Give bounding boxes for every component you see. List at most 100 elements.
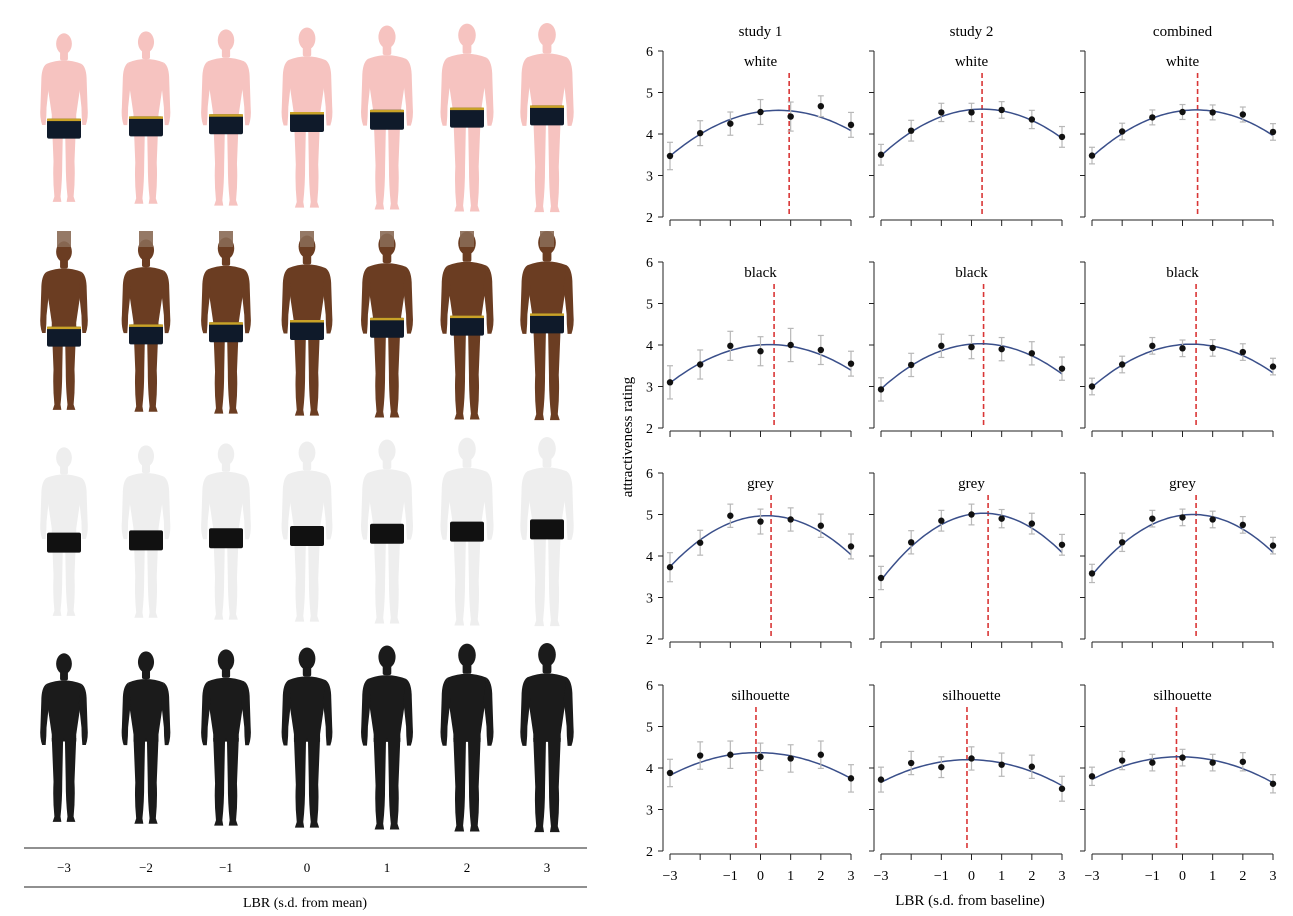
data-point bbox=[1058, 541, 1066, 548]
figure-lbr-axis: −3 −2 −1 0 1 2 3 LBR (s.d. from mean) bbox=[24, 847, 587, 911]
x-tick-label: 0 bbox=[1179, 869, 1186, 884]
underwear-5 bbox=[370, 109, 404, 130]
y-tick-label: 5 bbox=[646, 721, 653, 736]
body-figure-grey-1 bbox=[40, 447, 88, 616]
data-point bbox=[968, 109, 975, 116]
data-point bbox=[847, 121, 855, 129]
data-point bbox=[1239, 521, 1247, 529]
panel-label: silhouette bbox=[1153, 688, 1212, 704]
waistband-3 bbox=[209, 114, 243, 117]
underwear-4 bbox=[290, 112, 324, 132]
body-figure-white-7 bbox=[520, 22, 574, 213]
panel-label: silhouette bbox=[942, 688, 1001, 704]
waistband-6 bbox=[450, 107, 484, 111]
body-figure-black-4 bbox=[281, 231, 333, 416]
y-axis-title: attractiveness rating bbox=[620, 376, 636, 497]
lbr-level-label: −1 bbox=[219, 860, 233, 875]
lbr-level-label: 0 bbox=[304, 860, 311, 875]
figure-row-silhouette bbox=[40, 642, 574, 833]
data-point bbox=[727, 512, 734, 519]
data-point bbox=[757, 518, 764, 525]
panel-white-study-2: white bbox=[869, 50, 1066, 226]
underwear-5 bbox=[370, 523, 404, 544]
data-point bbox=[1149, 515, 1156, 522]
data-point bbox=[907, 361, 915, 369]
data-point bbox=[998, 345, 1005, 353]
body-figure-black-1 bbox=[40, 231, 88, 410]
data-point bbox=[1209, 516, 1216, 523]
data-point bbox=[696, 752, 704, 759]
underwear-2 bbox=[129, 116, 163, 137]
panel-label: grey bbox=[747, 476, 774, 492]
face-blur-6 bbox=[460, 231, 474, 247]
data-point bbox=[877, 151, 885, 158]
figure-row-black bbox=[40, 230, 574, 421]
data-point bbox=[938, 342, 945, 350]
data-point bbox=[1269, 128, 1277, 136]
data-point bbox=[998, 515, 1005, 522]
y-tick-label: 6 bbox=[646, 45, 653, 60]
underwear-1 bbox=[47, 118, 81, 139]
panel-grey-study-2: grey bbox=[869, 472, 1066, 648]
data-point bbox=[787, 113, 794, 120]
stimulus-figures bbox=[40, 22, 574, 833]
y-tick-label: 4 bbox=[646, 128, 653, 143]
panel-label: grey bbox=[958, 476, 985, 492]
panel-label: black bbox=[955, 265, 988, 281]
data-point bbox=[968, 511, 975, 518]
data-point bbox=[1088, 152, 1096, 159]
y-tick-label: 6 bbox=[646, 679, 653, 694]
x-tick-label: 2 bbox=[1239, 869, 1246, 884]
data-point bbox=[1179, 345, 1186, 352]
data-point bbox=[1269, 780, 1277, 787]
data-point bbox=[968, 343, 975, 351]
body-figure-grey-3 bbox=[201, 443, 251, 620]
data-point bbox=[907, 127, 915, 134]
data-point bbox=[1118, 757, 1126, 764]
data-point bbox=[787, 341, 794, 349]
column-header: combined bbox=[1153, 24, 1213, 40]
data-point bbox=[757, 108, 764, 116]
face-blur-2 bbox=[139, 231, 153, 247]
lbr-level-label: 2 bbox=[464, 860, 471, 875]
body-figure-silhouette-1 bbox=[40, 653, 88, 822]
body-figure-grey-5 bbox=[361, 439, 413, 624]
y-tick-label: 3 bbox=[646, 592, 653, 607]
body-figure-black-5 bbox=[361, 231, 413, 418]
waistband-5 bbox=[370, 317, 404, 321]
data-point bbox=[1088, 570, 1096, 577]
data-point bbox=[1028, 116, 1036, 123]
underwear-1 bbox=[47, 532, 81, 553]
panel-label: silhouette bbox=[731, 688, 790, 704]
underwear-6 bbox=[450, 315, 484, 336]
y-tick-label: 4 bbox=[646, 762, 653, 777]
x-axis-title: LBR (s.d. from baseline) bbox=[895, 893, 1045, 909]
data-point bbox=[727, 120, 734, 127]
figure-row-grey bbox=[40, 436, 574, 627]
data-point bbox=[1058, 785, 1066, 792]
data-point bbox=[787, 755, 794, 762]
underwear-4 bbox=[290, 526, 324, 546]
underwear-5 bbox=[370, 317, 404, 338]
data-point bbox=[817, 522, 825, 529]
data-point bbox=[1239, 111, 1247, 118]
underwear-7 bbox=[530, 313, 564, 334]
y-tick-label: 4 bbox=[646, 339, 653, 354]
data-point bbox=[907, 759, 915, 767]
data-point bbox=[817, 346, 825, 354]
column-header: study 1 bbox=[739, 24, 783, 40]
y-tick-label: 4 bbox=[646, 550, 653, 565]
underwear-1 bbox=[47, 326, 81, 347]
face-blur-3 bbox=[219, 231, 233, 247]
data-point bbox=[666, 152, 674, 160]
data-point bbox=[1058, 365, 1066, 372]
data-point bbox=[1118, 128, 1126, 135]
body-figure-black-2 bbox=[121, 231, 171, 412]
x-tick-label: 0 bbox=[757, 869, 764, 884]
body-figure-grey-7 bbox=[520, 436, 574, 627]
data-point bbox=[1269, 542, 1277, 549]
data-point bbox=[696, 361, 704, 368]
body-figure-silhouette-6 bbox=[440, 643, 494, 832]
data-point bbox=[727, 751, 734, 758]
lbr-level-label: −2 bbox=[139, 860, 153, 875]
